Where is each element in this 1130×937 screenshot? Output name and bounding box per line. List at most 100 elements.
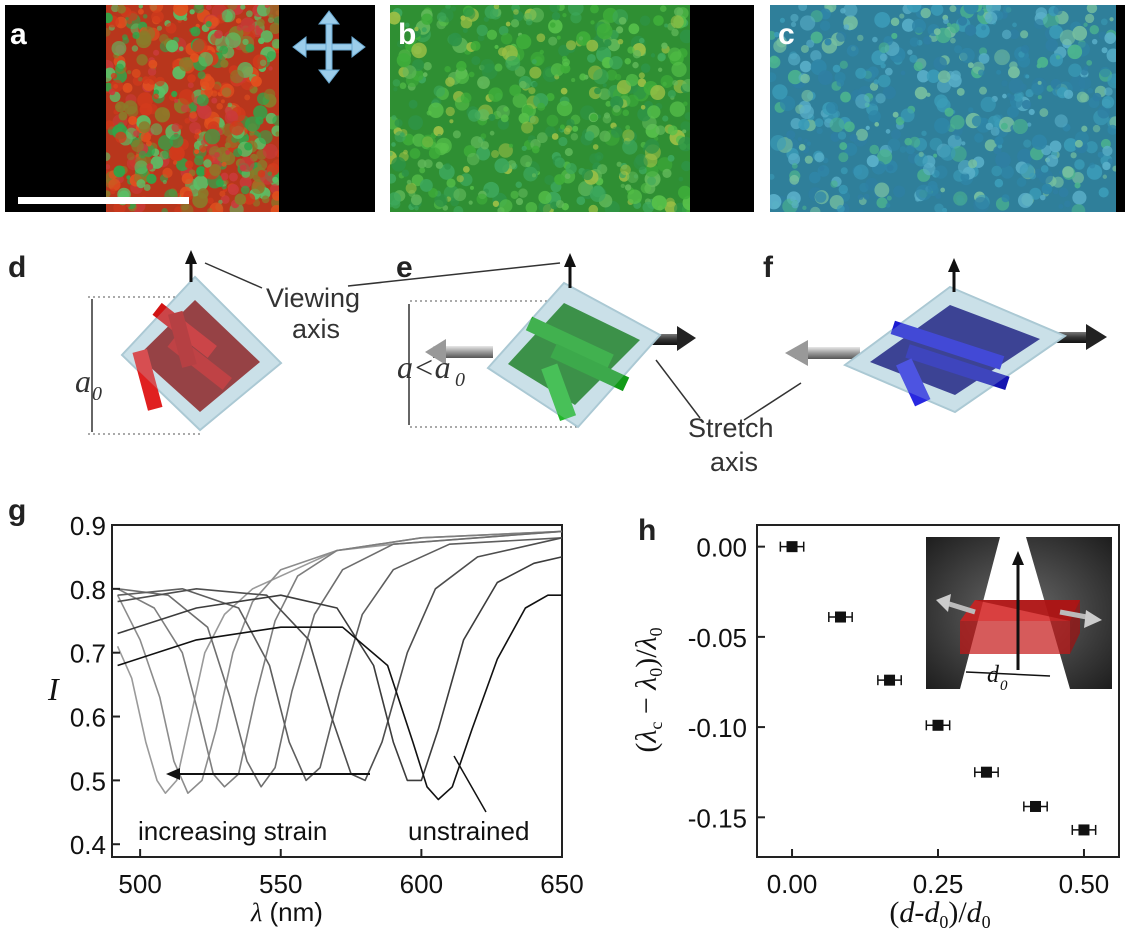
micrograph-speckle	[220, 83, 235, 98]
micrograph-speckle	[906, 5, 922, 13]
micrograph-speckle	[1041, 183, 1053, 195]
micrograph-speckle	[1076, 91, 1088, 103]
micrograph-speckle	[816, 127, 823, 135]
micrograph-speckle	[522, 104, 534, 116]
micrograph-speckle	[169, 133, 184, 148]
micrograph-speckle	[566, 118, 575, 128]
micrograph-speckle	[1063, 138, 1078, 152]
micrograph-speckle	[444, 65, 451, 73]
micrograph-speckle	[251, 180, 266, 195]
micrograph-speckle	[779, 95, 796, 112]
micrograph-speckle	[640, 63, 651, 73]
micrograph-speckle	[133, 130, 140, 137]
micrograph-speckle	[272, 176, 279, 183]
micrograph-speckle	[204, 128, 221, 145]
micrograph-speckle	[138, 8, 144, 15]
micrograph-speckle	[1007, 66, 1020, 79]
micrograph-speckle	[460, 17, 473, 29]
micrograph-speckle	[642, 201, 654, 212]
micrograph-speckle	[791, 163, 798, 169]
micrograph-speckle	[174, 98, 179, 103]
micrograph-speckle	[877, 74, 891, 88]
micrograph-speckle	[532, 81, 538, 88]
micrograph-speckle	[189, 111, 197, 119]
micrograph-speckle	[984, 139, 997, 152]
micrograph-speckle	[963, 5, 979, 15]
micrograph-speckle	[180, 104, 190, 113]
micrograph-speckle	[147, 67, 157, 76]
micrograph-speckle	[225, 150, 230, 155]
micrograph-speckle	[539, 49, 544, 55]
micrograph-speckle	[1104, 32, 1116, 44]
micrograph-speckle	[531, 173, 537, 178]
micrograph-speckle	[229, 172, 238, 182]
inset-label-d0-sub: 0	[1000, 678, 1008, 694]
micrograph-speckle	[499, 199, 513, 212]
schematic-unstrained-cell	[88, 250, 283, 435]
micrograph-speckle	[266, 5, 279, 19]
micrograph-speckle	[890, 17, 900, 27]
micrograph-speckle	[556, 100, 573, 117]
micrograph-speckle	[491, 150, 500, 159]
micrograph-speckle	[1049, 25, 1064, 39]
micrograph-speckle	[223, 179, 229, 185]
micrograph-speckle	[115, 131, 127, 144]
micrograph-speckle	[468, 200, 473, 205]
micrograph-speckle	[790, 21, 797, 27]
micrograph-speckle	[994, 178, 1004, 188]
micrograph-speckle	[770, 193, 782, 210]
micrograph-speckle	[209, 202, 224, 212]
micrograph-speckle	[589, 186, 606, 203]
micrograph-speckle	[594, 87, 601, 95]
micrograph-speckle	[803, 138, 808, 143]
spectra-x-axis-label-var: λ	[250, 898, 262, 927]
micrograph-speckle	[537, 102, 546, 111]
micrograph-speckle	[834, 71, 846, 83]
micrograph-speckle	[193, 5, 205, 14]
micrograph-speckle	[824, 38, 832, 46]
micrograph-speckle	[510, 19, 520, 28]
micrograph-speckle	[684, 112, 690, 121]
micrograph-speckle	[832, 64, 841, 73]
micrograph-speckle	[774, 31, 780, 38]
micrograph-speckle	[115, 63, 124, 73]
micrograph-speckle	[814, 152, 825, 163]
micrograph-speckle	[1086, 164, 1103, 180]
micrograph-speckle	[632, 61, 639, 69]
micrograph-speckle	[544, 174, 555, 186]
micrograph-speckle	[1083, 22, 1088, 27]
micrograph-speckle	[671, 28, 679, 37]
micrograph-speckle	[405, 182, 417, 194]
micrograph-speckle	[946, 22, 952, 27]
micrograph-speckle	[240, 5, 246, 10]
micrograph-speckle	[469, 185, 474, 190]
micrograph-speckle	[671, 61, 687, 78]
micrograph-speckle	[264, 88, 276, 101]
micrograph-speckle	[505, 55, 521, 71]
micrograph-speckle	[108, 178, 121, 192]
micrograph-speckle	[975, 23, 990, 38]
micrograph-speckle	[869, 82, 879, 91]
micrograph-speckle	[950, 115, 965, 130]
micrograph-speckle	[221, 8, 236, 23]
micrograph-speckle	[240, 185, 250, 195]
micrograph-speckle	[131, 68, 141, 78]
micrograph-speckle	[950, 37, 956, 44]
micrograph-speckle	[477, 34, 485, 42]
micrograph-speckle	[175, 157, 189, 171]
micrograph-speckle	[546, 93, 555, 102]
micrograph-speckle	[839, 142, 848, 151]
micrograph-speckle	[647, 105, 661, 119]
micrograph-speckle	[617, 38, 624, 45]
micrograph-speckle	[874, 11, 891, 28]
micrograph-speckle	[178, 125, 183, 130]
micrograph-speckle	[1071, 204, 1086, 212]
spectra-chart: 500 550 600 650 0.4 0.5 0.6 0.7 0.8 0.9 increasi…	[47, 511, 584, 927]
micrograph-speckle	[682, 78, 690, 92]
micrograph-speckle	[866, 155, 879, 168]
micrograph-speckle	[169, 43, 177, 51]
micrograph-speckle	[905, 145, 915, 155]
micrograph-speckle	[934, 203, 944, 212]
micrograph-speckle	[264, 5, 270, 9]
micrograph-speckle	[615, 26, 624, 34]
